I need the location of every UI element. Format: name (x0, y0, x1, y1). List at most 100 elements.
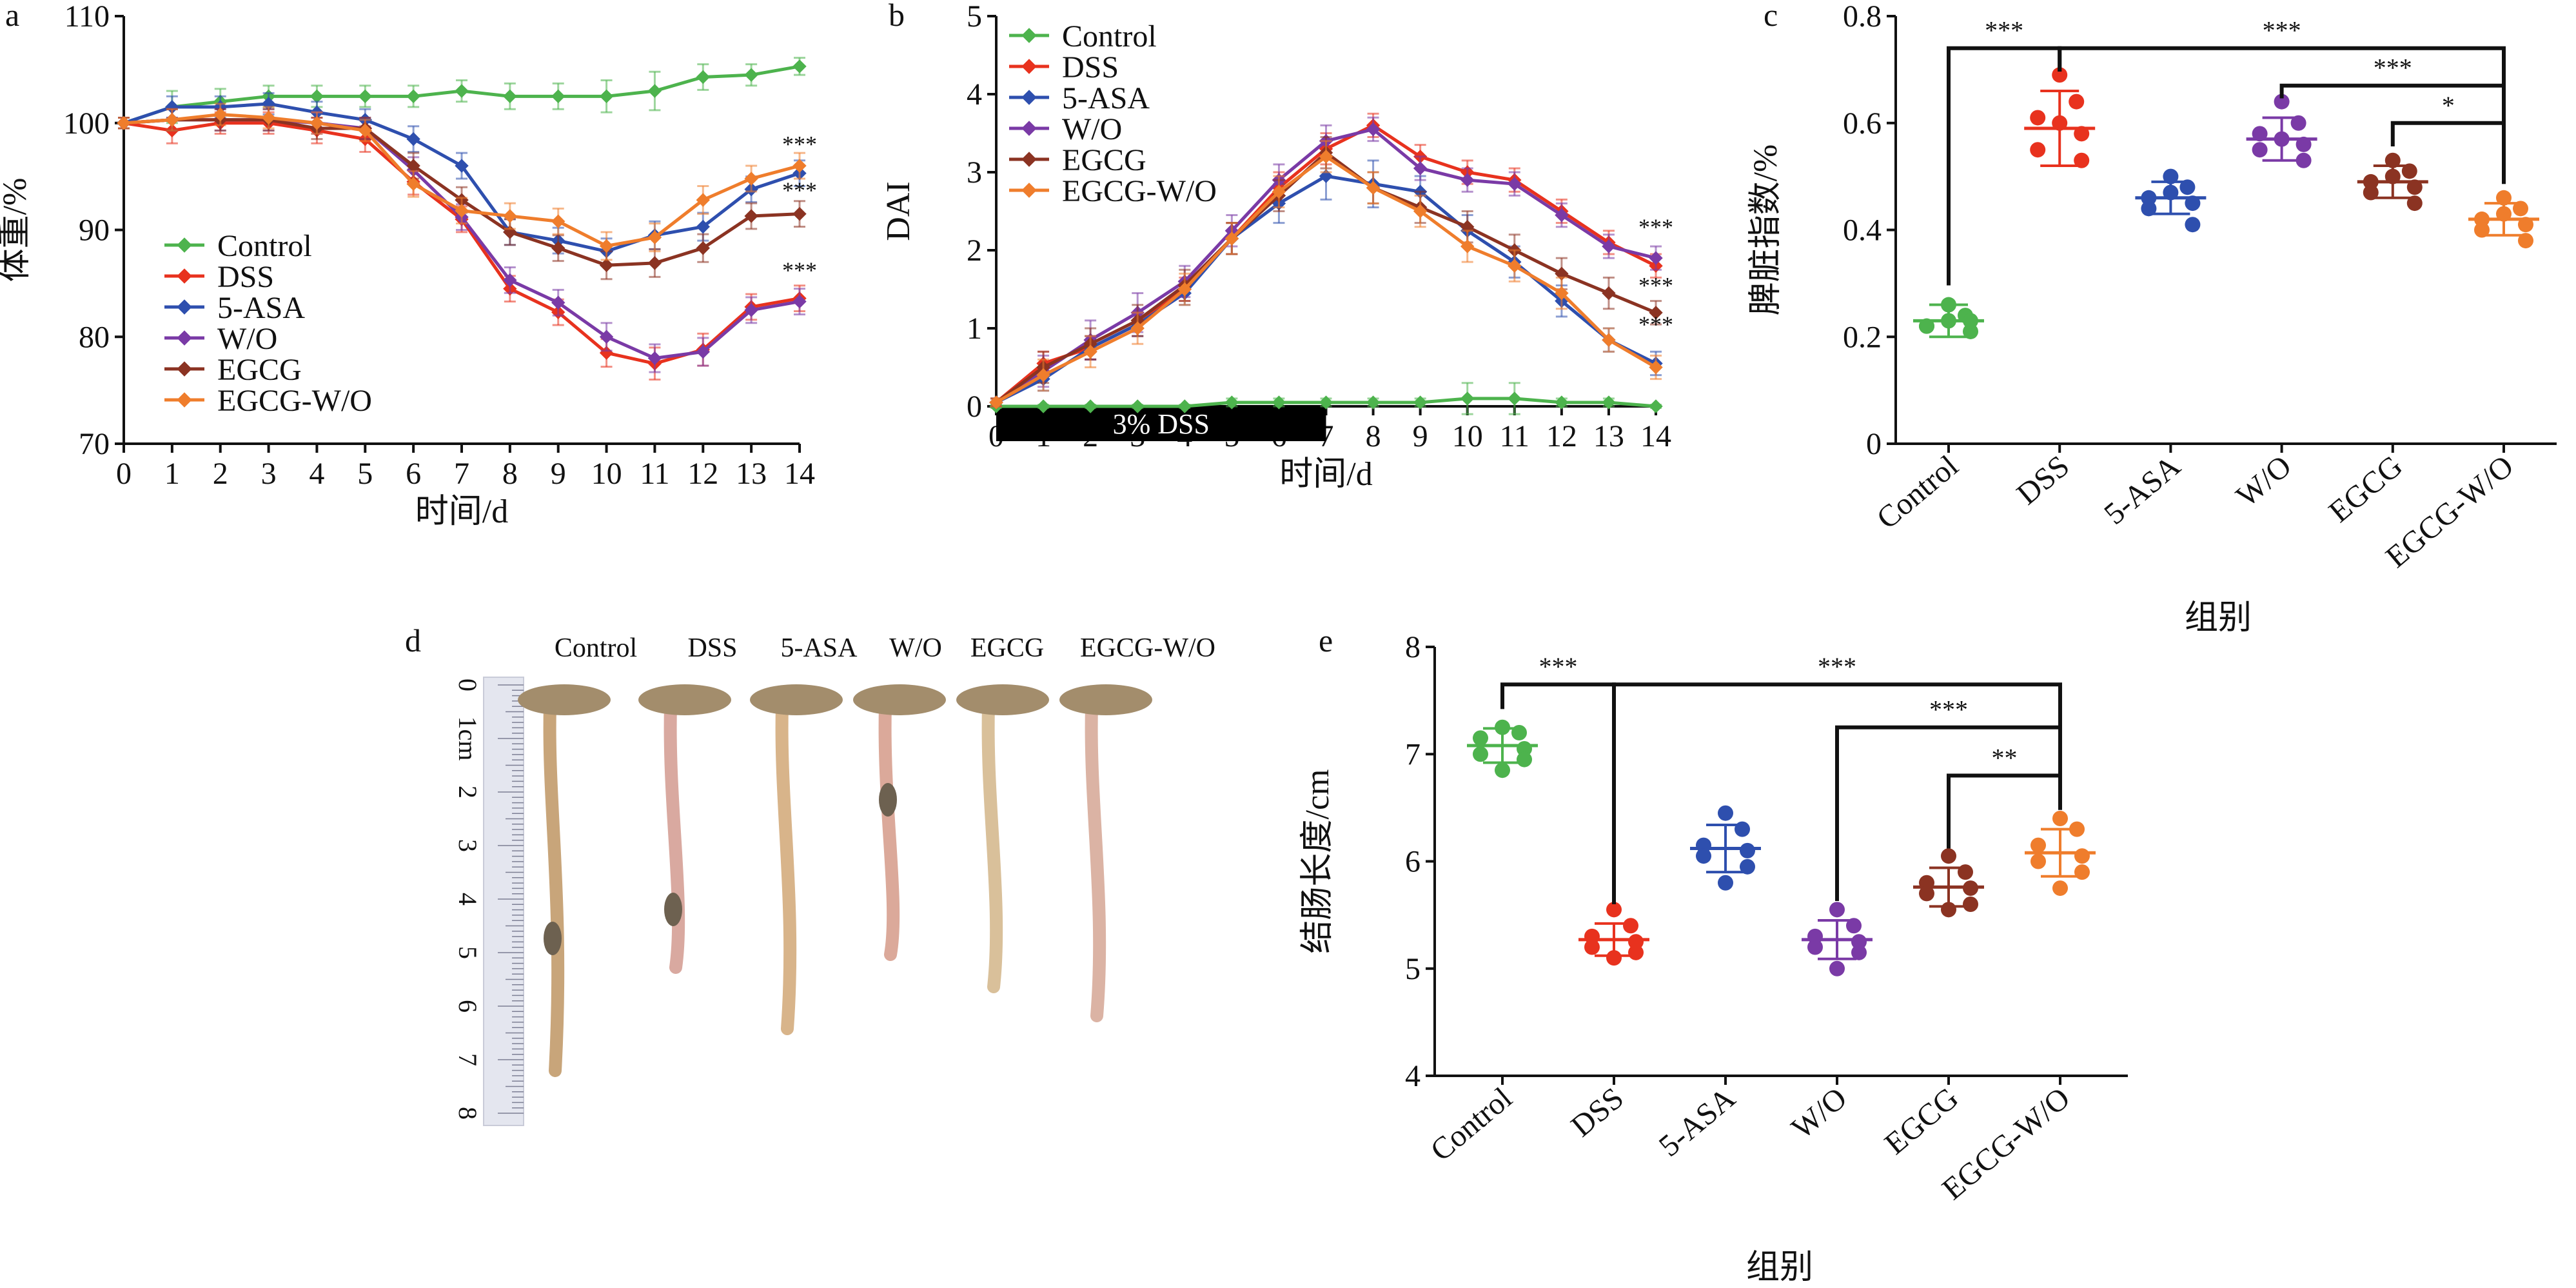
colon-dss (664, 700, 685, 974)
cecum-control (518, 684, 611, 715)
chart-a-ytick-label: 80 (79, 320, 110, 354)
chart-c-xtick-label: EGCG (2323, 449, 2409, 530)
point-egcg (2384, 168, 2401, 184)
point-5-asa (2185, 195, 2201, 212)
photo-label-control: Control (555, 633, 637, 663)
point-5-asa (2141, 190, 2157, 206)
point-dss (1606, 950, 1622, 966)
chart-a-xtick-label: 2 (213, 457, 228, 491)
point-egcg-w-o (165, 113, 179, 127)
point-dss (2030, 110, 2046, 126)
point-egcg-w-o (1555, 286, 1569, 301)
chart-a-xtick-label: 12 (687, 457, 718, 491)
point-egcg-w-o (2496, 190, 2512, 206)
chart-a-xtick-label: 3 (261, 457, 277, 491)
chart-a-ytick-label: 90 (79, 213, 110, 248)
point-control (1177, 399, 1192, 413)
point-5-asa (1696, 837, 1711, 853)
ruler-label: 4 (453, 893, 482, 906)
dss-period-bar (996, 405, 1326, 441)
chart-a-ytick-label: 110 (64, 0, 110, 34)
chart-b-xtick-label: 13 (1593, 419, 1624, 453)
point-control (1517, 751, 1532, 768)
point-egcg (744, 209, 758, 223)
point-5-asa (1740, 842, 1755, 858)
point-w-o (2290, 115, 2306, 131)
point-w-o (1413, 161, 1428, 175)
point-control (310, 89, 324, 104)
point-5-asa (1718, 875, 1733, 891)
ruler-label: 6 (453, 1000, 482, 1013)
point-egcg (2363, 173, 2379, 190)
photo-label-egcg-w-o: EGCG-W/O (1080, 633, 1215, 663)
chart-a-ytick-label: 100 (63, 106, 110, 141)
chart-a-xtick-label: 10 (591, 457, 622, 491)
point-5-asa (455, 159, 469, 173)
photo-label-dss: DSS (687, 633, 737, 663)
point-egcg-w-o (213, 107, 228, 122)
ruler (483, 677, 524, 1126)
chart-c-significance-label: *** (2374, 54, 2412, 83)
point-w-o (647, 351, 662, 366)
ruler-label: 2 (453, 786, 482, 798)
legend-marker-egcg (177, 361, 192, 377)
point-5-asa (2163, 168, 2179, 184)
chart-c-xtick-label: Control (1871, 449, 1965, 536)
point-egcg-w-o (647, 230, 662, 244)
chart-e-significance-bracket (1835, 725, 2062, 901)
point-w-o (1602, 239, 1616, 253)
legend-marker-control (177, 237, 192, 253)
point-dss (1584, 928, 1600, 944)
point-5-asa (2163, 184, 2179, 201)
point-5-asa (2185, 217, 2201, 233)
chart-c-x-axis-label: 组别 (2185, 600, 2252, 637)
point-dss (1584, 939, 1600, 955)
colon-w-o (878, 700, 900, 961)
point-dss (1628, 934, 1644, 950)
point-control (1602, 395, 1616, 410)
point-egcg-w-o (1413, 204, 1428, 219)
point-control (1941, 297, 1956, 313)
chart-a-xtick-label: 14 (784, 457, 815, 491)
legend-marker-5-asa (1021, 90, 1037, 105)
point-egcg (1602, 286, 1616, 301)
point-control (503, 89, 517, 104)
fecal-pellet-w-o (879, 783, 897, 817)
group-control (1913, 297, 1984, 339)
point-control (1555, 395, 1569, 410)
point-control (1649, 399, 1663, 413)
point-5-asa (2179, 179, 2196, 195)
point-egcg-w-o (599, 239, 614, 253)
point-egcg-w-o (2052, 811, 2068, 826)
chart-e-significance-label: *** (1929, 695, 1968, 724)
chart-b-ytick-label: 5 (967, 0, 982, 34)
point-w-o (744, 303, 758, 317)
point-5-asa (1696, 848, 1711, 864)
point-control (792, 59, 807, 74)
point-dss (1606, 902, 1622, 918)
point-egcg-w-o (2513, 201, 2528, 217)
group-egcg (1913, 848, 1984, 918)
ruler-label: 3 (453, 839, 482, 852)
point-dss (2074, 152, 2090, 168)
point-egcg (1941, 902, 1956, 918)
chart-a-xtick-label: 4 (309, 457, 324, 491)
chart-e-xtick-label: EGCG (1878, 1081, 1965, 1162)
legend-label-5-asa: 5-ASA (217, 291, 305, 325)
ruler-label: 8 (453, 1107, 482, 1120)
legend-marker-dss (1021, 59, 1037, 74)
colon-egcg-w-o (1085, 700, 1106, 1022)
panel-b-label: b (889, 0, 905, 33)
point-egcg-w-o (2030, 837, 2046, 853)
point-control (1460, 391, 1475, 406)
point-control (1413, 395, 1428, 410)
point-egcg (1963, 897, 1978, 912)
chart-b-ytick-label: 2 (967, 233, 982, 268)
chart-e-xtick-label: Control (1424, 1081, 1519, 1168)
point-egcg-w-o (2518, 217, 2533, 233)
point-egcg-w-o (455, 203, 469, 218)
